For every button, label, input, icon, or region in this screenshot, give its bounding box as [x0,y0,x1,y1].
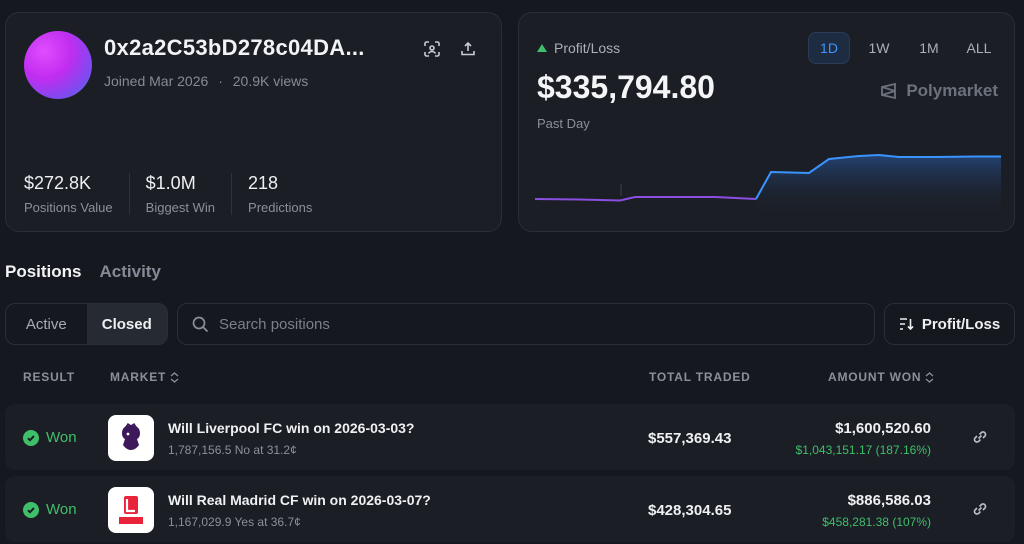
tab-activity[interactable]: Activity [99,262,161,281]
result-status: Won [23,429,77,446]
range-selector: 1D 1W 1M ALL [808,32,1000,64]
section-tabs: Positions Activity [5,262,161,282]
profile-meta: Joined Mar 2026 · 20.9K views [104,73,308,89]
amount-won: $886,586.03 [847,492,931,509]
qr-scan-icon[interactable] [421,38,443,60]
amount-won: $1,600,520.60 [835,420,931,437]
share-icon[interactable] [457,38,479,60]
sort-profit-loss-button[interactable]: Profit/Loss [884,303,1015,345]
stat-biggest-win: $1.0M Biggest Win [145,173,233,215]
header-result: RESULT [23,370,75,384]
profit-loss-card: Profit/Loss $335,794.80 Past Day 1D 1W 1… [518,12,1015,232]
total-traded: $557,369.43 [648,430,732,447]
laliga-crest-icon [119,496,143,524]
stat-value: $1.0M [145,173,196,193]
header-amount-won[interactable]: AMOUNT WON [828,370,934,384]
search-box [177,303,875,345]
polymarket-brand: Polymarket [880,81,998,101]
trend-up-icon [537,44,547,52]
polymarket-logo-icon [881,82,897,100]
header-market[interactable]: MARKET [110,370,179,384]
avatar [24,31,92,99]
tab-positions[interactable]: Positions [5,262,82,281]
amount-won-pnl: $1,043,151.17 (187.16%) [795,443,931,457]
range-1m[interactable]: 1M [919,40,939,56]
result-label: Won [46,501,77,518]
link-icon[interactable] [971,500,989,518]
market-title[interactable]: Will Real Madrid CF win on 2026-03-07? [168,492,431,508]
header-amount-won-label: AMOUNT WON [828,370,922,384]
profile-card: 0x2a2C53bD278c04DA... Joined Mar 2026 · … [5,12,502,232]
check-circle-icon [23,501,39,518]
stat-label: Predictions [248,200,313,215]
market-title[interactable]: Will Liverpool FC win on 2026-03-03? [168,420,415,436]
chart-line-before [535,196,757,202]
wallet-address: 0x2a2C53bD278c04DA... [104,35,365,60]
range-all[interactable]: ALL [966,40,992,56]
result-label: Won [46,429,77,446]
filter-active[interactable]: Active [25,315,67,333]
laliga-logo [108,487,154,533]
range-1d[interactable]: 1D [808,32,850,64]
pnl-sparkline [535,153,1001,219]
joined-date: Joined Mar 2026 [104,73,209,89]
stat-positions-value: $272.8K Positions Value [24,173,130,215]
pnl-period: Past Day [537,116,590,131]
meta-separator: · [218,73,223,89]
stat-predictions: 218 Predictions [248,173,328,215]
total-traded: $428,304.65 [648,502,732,519]
amount-won-pnl: $458,281.38 (107%) [822,515,931,529]
status-filter: Active Closed [5,303,168,345]
pnl-label-text: Profit/Loss [554,40,621,56]
table-row[interactable]: Won Will Liverpool FC win on 2026-03-03?… [5,404,1015,470]
stat-value: 218 [248,173,279,193]
chart-area-fill [756,155,1001,219]
premier-league-logo [108,415,154,461]
sort-toggle-icon [170,371,179,383]
result-status: Won [23,501,77,518]
stat-label: Positions Value [24,200,113,215]
check-circle-icon [23,429,39,446]
sort-icon [899,318,914,331]
header-market-label: MARKET [110,370,167,384]
pnl-value: $335,794.80 [537,69,715,105]
stat-label: Biggest Win [145,200,216,215]
sort-label: Profit/Loss [921,315,1001,333]
stat-value: $272.8K [24,173,92,193]
chart-line-after [755,153,1001,200]
header-total-traded: TOTAL TRADED [649,370,751,384]
table-row[interactable]: Won Will Real Madrid CF win on 2026-03-0… [5,476,1015,542]
link-icon[interactable] [971,428,989,446]
filter-closed[interactable]: Closed [86,304,167,344]
pnl-label: Profit/Loss [537,40,620,56]
brand-name: Polymarket [906,81,998,100]
market-position: 1,787,156.5 No at 31.2¢ [168,443,297,457]
sort-toggle-icon [925,371,934,383]
lion-crest-icon [122,422,140,450]
search-input[interactable] [219,315,819,333]
market-position: 1,167,029.9 Yes at 36.7¢ [168,515,301,529]
search-icon [192,316,209,332]
profile-stats: $272.8K Positions Value $1.0M Biggest Wi… [24,173,344,215]
view-count: 20.9K views [232,73,309,89]
range-1w[interactable]: 1W [868,40,890,56]
